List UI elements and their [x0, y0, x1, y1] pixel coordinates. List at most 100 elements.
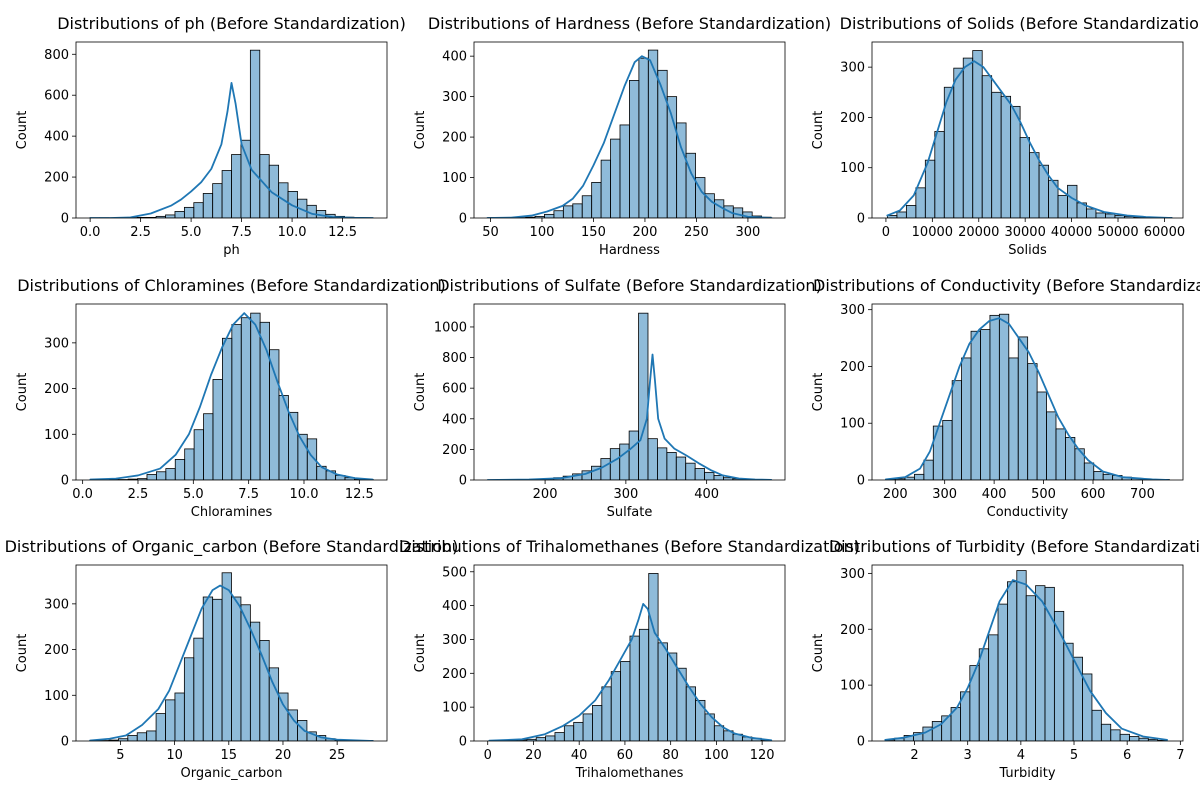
y-axis-label: Count [413, 634, 428, 673]
histogram-bar [685, 462, 696, 480]
histogram-bar [562, 205, 574, 218]
histogram-bar [934, 131, 945, 218]
histogram-bar [581, 195, 593, 218]
y-tick-label: 0 [459, 212, 467, 227]
histogram-bar [184, 448, 195, 480]
y-tick-label: 0 [459, 474, 467, 489]
y-tick-label: 200 [44, 171, 69, 186]
subplot-title: Distributions of Turbidity (Before Stand… [829, 537, 1200, 556]
histogram-bar [221, 572, 232, 741]
y-tick-label: 400 [442, 599, 467, 614]
kde-line [886, 60, 1173, 218]
histogram-bar [638, 312, 649, 480]
x-tick-label: 400 [982, 487, 1007, 502]
x-axis-label: Turbidity [998, 766, 1055, 781]
histogram-bar [1095, 212, 1106, 218]
histogram-bar [1010, 105, 1021, 218]
x-axis-label: Conductivity [987, 505, 1069, 520]
y-tick-label: 100 [442, 701, 467, 716]
y-axis-label: Count [811, 373, 826, 412]
subplot-title: Distributions of Solids (Before Standard… [840, 14, 1200, 33]
x-tick-label: 7.5 [238, 487, 259, 502]
x-tick-label: 3 [964, 748, 972, 763]
y-tick-label: 0 [61, 735, 69, 750]
histogram-bar [704, 471, 715, 480]
histogram-bar [174, 459, 186, 480]
y-tick-label: 600 [442, 382, 467, 397]
x-tick-label: 5.0 [181, 225, 202, 240]
histogram-bar [1027, 363, 1038, 480]
histogram-bar [231, 324, 242, 480]
histogram-bars [488, 573, 771, 741]
axes-frame [75, 564, 388, 742]
histogram-bar [249, 49, 261, 218]
histogram-bar [991, 91, 1002, 218]
histogram-bar [1100, 723, 1112, 741]
subplot-9: 2 3 4 5 6 7 0 100 200 300 Turbidity Count Distributi… [811, 537, 1200, 781]
histogram-bar [1129, 736, 1140, 741]
histogram-bar [1057, 194, 1068, 218]
histogram-bar [657, 447, 668, 480]
subplot-title: Distributions of Chloramines (Before Sta… [17, 276, 446, 295]
x-tick-label: 80 [662, 748, 679, 763]
x-tick-label: 600 [1081, 487, 1106, 502]
histogram-bar [629, 80, 640, 218]
histogram-bar [600, 458, 611, 480]
histogram-bar [989, 314, 1000, 480]
histogram-bar [657, 642, 668, 741]
histogram-bar [998, 313, 1010, 480]
x-tick-label: 300 [932, 487, 957, 502]
histogram-bars [487, 49, 772, 218]
histogram-bar [969, 665, 980, 741]
histogram-bar [1067, 184, 1078, 218]
x-tick-label: 60000 [1144, 225, 1185, 240]
histogram-bars [887, 50, 1173, 218]
histogram-bar [572, 203, 583, 218]
x-tick-label: 200 [883, 487, 908, 502]
histogram-bar [221, 337, 233, 480]
histogram-bar [1102, 473, 1114, 480]
histogram-bar [202, 596, 214, 741]
histogram-bar [647, 438, 658, 480]
x-tick-label: 5 [1070, 748, 1078, 763]
y-tick-label: 100 [840, 161, 865, 176]
histogram-bars [884, 570, 1168, 741]
histogram-bar [269, 349, 280, 480]
y-tick-label: 0 [459, 735, 467, 750]
kde-line [486, 55, 773, 218]
axes-frame [871, 303, 1184, 481]
histogram-bar [609, 448, 621, 480]
x-tick-label: 50 [482, 225, 499, 240]
histogram-bar [997, 603, 1008, 741]
subplot-title: Distributions of Conductivity (Before St… [813, 276, 1200, 295]
y-tick-label: 100 [44, 428, 69, 443]
histogram-bar [1083, 462, 1095, 480]
histogram-bar [155, 471, 167, 480]
y-tick-label: 400 [442, 412, 467, 427]
histogram-bar [1065, 437, 1076, 480]
histogram-bar [1035, 585, 1046, 741]
x-tick-label: 4 [1017, 748, 1025, 763]
histogram-bar [915, 187, 926, 218]
histogram-bar [127, 735, 138, 741]
kde-line [486, 353, 773, 480]
y-tick-label: 0 [857, 212, 865, 227]
histogram-bars [89, 312, 374, 480]
x-tick-label: 300 [613, 487, 638, 502]
x-axis-label: Organic_carbon [181, 766, 283, 781]
kde-line [89, 312, 374, 480]
kde-line [884, 317, 1170, 480]
histogram-bar [1063, 642, 1074, 741]
histogram-bar [713, 475, 724, 480]
x-tick-label: 7 [1176, 748, 1184, 763]
subplot-title: Distributions of Organic_carbon (Before … [5, 537, 459, 557]
y-axis-label: Count [15, 111, 30, 150]
histogram-bar [694, 468, 705, 480]
x-tick-label: 10.0 [278, 225, 307, 240]
histogram-bar [988, 634, 999, 741]
histogram-bar [563, 725, 575, 741]
x-tick-label: 700 [1130, 487, 1155, 502]
histogram-bar [544, 213, 555, 218]
y-tick-label: 100 [442, 171, 467, 186]
x-tick-label: 60 [617, 748, 634, 763]
